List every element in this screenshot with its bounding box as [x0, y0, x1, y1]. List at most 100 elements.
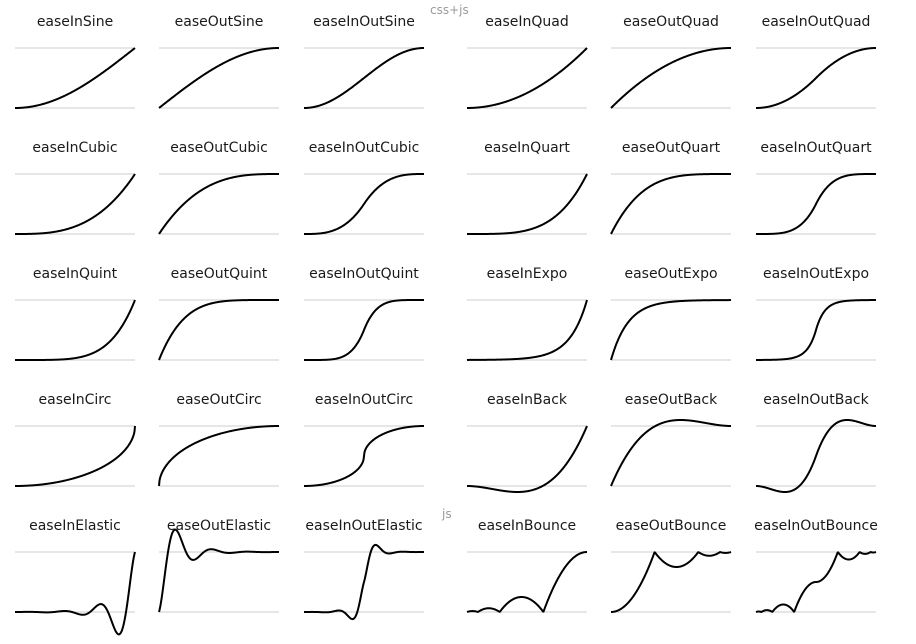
easing-curve [303, 425, 425, 487]
easing-title: easeInCubic [32, 140, 118, 156]
easing-title: easeInQuad [485, 14, 569, 30]
easing-cell-ease-in-circ: easeInCirc [10, 378, 140, 504]
easing-plot [466, 299, 588, 361]
easing-plot [303, 543, 425, 621]
easing-title: easeOutCubic [170, 140, 268, 156]
easing-cell-ease-in-out-expo: easeInOutExpo [751, 252, 881, 378]
easing-cell-ease-out-quad: easeOutQuad [606, 0, 736, 126]
easing-plot [610, 299, 732, 361]
easing-plot [158, 299, 280, 361]
easing-title: easeOutExpo [624, 266, 718, 282]
easing-title: easeInQuint [32, 266, 118, 282]
easing-curve [158, 173, 280, 235]
easing-curve [610, 551, 732, 613]
easing-curve [303, 173, 425, 235]
easing-curve [14, 425, 136, 487]
easing-cell-ease-in-out-quint: easeInOutQuint [299, 252, 429, 378]
easing-cell-ease-in-sine: easeInSine [10, 0, 140, 126]
easing-plot [303, 425, 425, 487]
easing-cell-ease-in-out-bounce: easeInOutBounce [751, 504, 881, 630]
easing-cell-ease-out-cubic: easeOutCubic [154, 126, 284, 252]
easing-title: easeOutElastic [166, 518, 272, 534]
easing-title: easeInSine [36, 14, 114, 30]
easing-plot [610, 173, 732, 235]
easing-plot [158, 425, 280, 487]
easing-curve [610, 419, 732, 487]
easing-title: easeInBounce [477, 518, 577, 534]
easing-cell-ease-out-back: easeOutBack [606, 378, 736, 504]
easing-curve [610, 299, 732, 361]
easing-title: easeOutSine [174, 14, 264, 30]
easing-cell-ease-in-quad: easeInQuad [462, 0, 592, 126]
easing-cell-ease-in-cubic: easeInCubic [10, 126, 140, 252]
easing-curve [466, 173, 588, 235]
easing-plot [14, 173, 136, 235]
easing-curve [158, 425, 280, 487]
easing-title: easeInOutQuint [309, 266, 419, 282]
easing-plot [158, 528, 280, 613]
easing-cell-ease-in-out-back: easeInOutBack [751, 378, 881, 504]
easing-plot [466, 551, 588, 613]
easing-title: easeOutQuart [621, 140, 721, 156]
easing-plot [158, 47, 280, 109]
easing-plot [14, 425, 136, 487]
easing-title: easeInOutQuart [760, 140, 872, 156]
easing-cell-ease-out-sine: easeOutSine [154, 0, 284, 126]
easing-curve [14, 47, 136, 109]
easing-cell-ease-out-quart: easeOutQuart [606, 126, 736, 252]
easing-title: easeOutBounce [615, 518, 727, 534]
easing-title: easeInElastic [29, 518, 121, 534]
easing-curve [14, 551, 136, 636]
easing-cell-ease-in-out-quad: easeInOutQuad [751, 0, 881, 126]
easing-plot [158, 173, 280, 235]
easing-curve [610, 47, 732, 109]
easing-title: easeInOutBack [763, 392, 869, 408]
easing-plot [610, 47, 732, 109]
easing-title: easeOutCirc [176, 392, 262, 408]
easing-cell-ease-out-quint: easeOutQuint [154, 252, 284, 378]
easing-plot [755, 173, 877, 235]
easing-cell-ease-in-quint: easeInQuint [10, 252, 140, 378]
easing-title: easeInOutElastic [305, 518, 423, 534]
easing-title: easeOutBack [624, 392, 718, 408]
easing-curve [466, 299, 588, 361]
easing-curve [755, 299, 877, 361]
easing-cell-ease-in-elastic: easeInElastic [10, 504, 140, 636]
easing-title: easeInOutBounce [754, 518, 878, 534]
easing-cell-ease-out-circ: easeOutCirc [154, 378, 284, 504]
easing-curve [755, 418, 877, 494]
easing-curve [158, 528, 280, 613]
group-label-js: js [442, 507, 452, 521]
easing-plot [466, 425, 588, 493]
easing-plot [755, 47, 877, 109]
easing-title: easeOutQuint [170, 266, 268, 282]
easing-plot [610, 419, 732, 487]
easing-curve [303, 47, 425, 109]
easing-plot [303, 47, 425, 109]
easing-curve [466, 551, 588, 613]
easing-title: easeInCirc [38, 392, 112, 408]
group-label-css-js: css+js [430, 3, 469, 17]
easing-plot [466, 173, 588, 235]
easing-plot [14, 47, 136, 109]
easing-curve [610, 173, 732, 235]
easing-curve [303, 299, 425, 361]
easing-title: easeInExpo [486, 266, 568, 282]
easing-curve [158, 47, 280, 109]
easing-curve [14, 173, 136, 235]
easing-curve [303, 543, 425, 621]
easing-cell-ease-in-out-circ: easeInOutCirc [299, 378, 429, 504]
easing-cell-ease-in-out-elastic: easeInOutElastic [299, 504, 429, 630]
easing-curve [14, 299, 136, 361]
easing-plot [755, 299, 877, 361]
easing-plot [755, 551, 877, 613]
easing-cell-ease-in-back: easeInBack [462, 378, 592, 504]
easing-plot [14, 551, 136, 636]
easing-cell-ease-in-bounce: easeInBounce [462, 504, 592, 630]
easing-cell-ease-out-bounce: easeOutBounce [606, 504, 736, 630]
easing-plot [610, 551, 732, 613]
easing-title: easeInBack [486, 392, 568, 408]
easing-plot [14, 299, 136, 361]
easing-cell-ease-out-expo: easeOutExpo [606, 252, 736, 378]
